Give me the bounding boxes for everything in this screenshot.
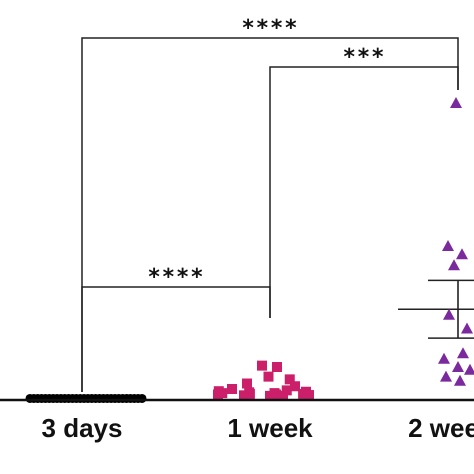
significance-bracket bbox=[81, 37, 459, 392]
data-point bbox=[281, 385, 292, 396]
data-point bbox=[452, 361, 464, 372]
data-point bbox=[269, 388, 280, 399]
data-point bbox=[438, 352, 450, 364]
x-tick-label: 3 days bbox=[42, 413, 123, 443]
data-point bbox=[213, 386, 224, 397]
significance-label: **** bbox=[242, 16, 299, 41]
data-points bbox=[25, 97, 474, 403]
data-point bbox=[464, 363, 474, 375]
error-bars bbox=[398, 279, 474, 339]
data-point bbox=[257, 360, 267, 371]
significance-label: **** bbox=[148, 265, 205, 290]
data-point bbox=[450, 97, 462, 108]
data-point bbox=[454, 374, 466, 386]
x-tick-labels: 3 days 1 week 2 weeks bbox=[42, 413, 474, 443]
data-point bbox=[263, 371, 274, 382]
data-point bbox=[137, 393, 147, 403]
data-point bbox=[301, 386, 311, 397]
data-point bbox=[242, 378, 252, 389]
significance-label: *** bbox=[343, 45, 386, 70]
data-point bbox=[442, 240, 454, 251]
data-point bbox=[290, 381, 300, 392]
significance-bracket bbox=[81, 286, 271, 392]
x-tick-label: 1 week bbox=[227, 413, 313, 443]
data-point bbox=[272, 362, 282, 372]
data-point bbox=[278, 390, 288, 401]
significance-bracket bbox=[269, 66, 459, 318]
data-point bbox=[448, 259, 460, 271]
data-point bbox=[440, 370, 452, 382]
data-point bbox=[457, 347, 469, 359]
data-point bbox=[456, 248, 468, 260]
data-point bbox=[244, 387, 255, 398]
data-point bbox=[227, 384, 237, 394]
x-tick-label: 2 weeks bbox=[408, 413, 474, 443]
data-point bbox=[284, 374, 295, 385]
data-point bbox=[461, 322, 473, 334]
data-point bbox=[443, 308, 455, 320]
significance-brackets: *********** bbox=[81, 16, 459, 392]
data-point bbox=[239, 390, 249, 401]
